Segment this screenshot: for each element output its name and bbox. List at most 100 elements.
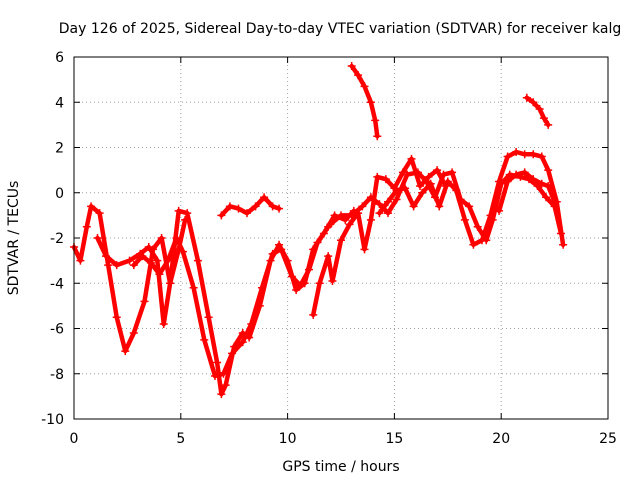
data-point-marker	[495, 177, 504, 186]
data-point-marker	[416, 181, 425, 190]
data-point-marker	[443, 177, 452, 186]
data-point-marker	[204, 313, 213, 322]
data-point-marker	[448, 168, 457, 177]
data-point-marker	[217, 390, 226, 399]
data-point-marker	[275, 204, 284, 213]
data-point-marker	[268, 202, 277, 211]
data-point-marker	[155, 270, 164, 279]
data-point-marker	[178, 247, 187, 256]
data-point-marker	[93, 234, 102, 242]
data-point-marker	[95, 209, 104, 218]
data-point-marker	[373, 172, 382, 181]
x-axis-label: GPS time / hours	[282, 459, 399, 475]
data-point-marker	[539, 114, 548, 123]
x-tick-label: 5	[176, 431, 185, 447]
data-point-marker	[268, 249, 277, 258]
data-point-marker	[422, 177, 431, 186]
data-point-marker	[433, 166, 442, 175]
data-point-marker	[277, 245, 286, 254]
data-point-marker	[486, 211, 495, 220]
data-point-marker	[544, 181, 553, 190]
data-point-marker	[439, 170, 448, 179]
data-point-marker	[313, 238, 322, 247]
data-point-marker	[251, 202, 260, 211]
data-point-marker	[520, 150, 529, 159]
data-point-marker	[104, 261, 113, 270]
data-point-marker	[328, 276, 337, 285]
data-point-marker	[403, 170, 412, 179]
data-point-marker	[544, 166, 553, 175]
data-point-marker	[418, 188, 427, 197]
data-point-marker	[125, 256, 134, 265]
y-tick-label: -2	[50, 231, 64, 247]
data-point-marker	[315, 279, 324, 288]
data-point-marker	[189, 283, 198, 292]
data-point-marker	[354, 71, 363, 80]
data-point-marker	[210, 372, 219, 381]
data-point-marker	[375, 209, 384, 218]
data-point-marker	[537, 152, 546, 161]
data-point-marker	[495, 206, 504, 215]
data-point-marker	[228, 349, 237, 358]
data-point-marker	[392, 186, 401, 195]
data-point-marker	[163, 256, 172, 265]
data-point-marker	[157, 234, 166, 242]
data-point-marker	[366, 193, 375, 202]
data-point-marker	[529, 150, 538, 159]
data-point-marker	[326, 220, 335, 229]
ticks-layer: 0 5 10 15 20 25 -10 -8 -6 -4 -2 0 2 4 6	[41, 50, 617, 447]
data-point-marker	[112, 261, 121, 270]
data-point-marker	[401, 184, 410, 193]
data-point-marker	[435, 202, 444, 211]
data-point-marker	[360, 245, 369, 254]
data-point-marker	[366, 215, 375, 224]
x-tick-label: 25	[599, 431, 617, 447]
data-point-marker	[383, 209, 392, 218]
data-point-marker	[146, 258, 155, 267]
data-point-marker	[469, 240, 478, 249]
data-point-marker	[183, 209, 192, 218]
data-point-marker	[247, 319, 256, 328]
series-layer	[70, 62, 568, 399]
data-point-marker	[200, 335, 209, 344]
x-tick-label: 10	[279, 431, 297, 447]
y-tick-label: -6	[50, 322, 64, 338]
y-tick-label: 4	[55, 95, 64, 111]
data-point-marker	[542, 193, 551, 202]
data-point-marker	[234, 204, 243, 213]
data-point-marker	[473, 222, 482, 231]
data-point-marker	[213, 358, 222, 367]
y-tick-label: 2	[55, 141, 64, 157]
data-point-marker	[347, 62, 356, 71]
data-point-marker	[452, 186, 461, 195]
data-point-marker	[544, 120, 553, 129]
x-tick-label: 20	[492, 431, 510, 447]
data-point-marker	[381, 175, 390, 184]
data-point-marker	[112, 313, 121, 322]
data-point-marker	[460, 215, 469, 224]
data-point-marker	[260, 193, 269, 202]
data-point-marker	[424, 172, 433, 181]
data-point-marker	[219, 369, 228, 378]
data-point-marker	[217, 211, 226, 220]
data-point-marker	[166, 279, 175, 288]
data-point-marker	[347, 211, 356, 220]
data-point-marker	[520, 168, 529, 177]
data-point-marker	[366, 98, 375, 107]
series-arc-3	[131, 224, 331, 379]
data-point-marker	[345, 220, 354, 229]
data-point-marker	[275, 240, 284, 249]
data-point-marker	[129, 329, 138, 338]
data-point-marker	[409, 202, 418, 211]
data-point-marker	[522, 93, 531, 102]
data-point-marker	[398, 168, 407, 177]
y-axis-label: SDTVAR / TECUs	[6, 181, 22, 296]
data-point-marker	[512, 170, 521, 179]
data-point-marker	[426, 179, 435, 188]
data-point-marker	[76, 256, 85, 265]
grid-layer	[74, 57, 608, 419]
data-point-marker	[529, 175, 538, 184]
data-point-marker	[243, 209, 252, 218]
chart-title: Day 126 of 2025, Sidereal Day-to-day VTE…	[59, 21, 621, 37]
data-point-marker	[287, 272, 296, 281]
